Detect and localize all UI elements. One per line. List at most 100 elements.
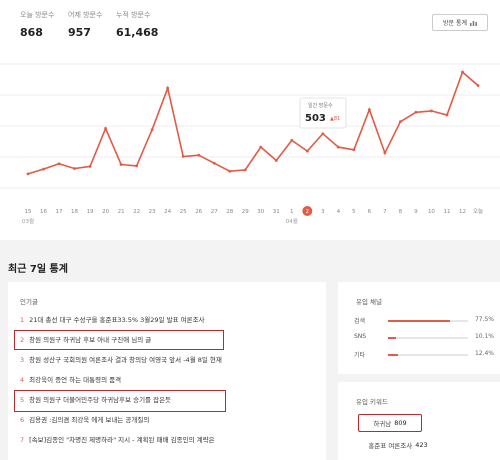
tooltip-box [299,97,347,129]
keyword-chip-2[interactable]: 홍준표 여론조사 423 [368,441,428,450]
recent-7day-title: 최근 7일 통계 [8,264,68,275]
x-tick-label[interactable]: 30 [257,209,264,215]
data-point[interactable] [197,153,201,157]
stat-yesterday: 어제 방문수 957 [68,10,102,39]
visit-stats-label: 방문 통계 [443,20,467,27]
channel-row-other: 기타 12.4% [354,350,494,360]
channel-name: 기타 [354,352,366,359]
x-tick-label[interactable]: 8 [399,209,403,215]
highlight-box-item-5 [14,390,226,412]
x-tick-label[interactable]: 2 [306,209,310,215]
x-tick-label[interactable]: 1 [290,209,294,215]
popular-item-1[interactable]: 1 21대 총선 대구 수성구을 홍준표33.5% 3월29일 발표 여론조사 [20,316,205,324]
data-point[interactable] [414,110,418,114]
x-tick-label[interactable]: 11 [443,209,450,215]
data-point[interactable] [212,161,216,165]
data-point[interactable] [135,164,139,168]
x-tick-label[interactable]: 18 [71,209,78,215]
data-point[interactable] [119,163,123,166]
data-point[interactable] [73,167,76,170]
data-point[interactable] [166,86,170,90]
stat-yesterday-value: 957 [68,26,91,39]
x-tick-label[interactable]: 6 [368,209,372,215]
channel-row-sns: SNS 10.1% [354,333,494,343]
data-point[interactable] [367,108,371,111]
data-point[interactable] [42,167,45,171]
data-point[interactable] [181,155,185,158]
data-point[interactable] [228,169,232,173]
x-tick-label[interactable]: 23 [149,209,156,215]
x-tick-label[interactable]: 4 [337,209,341,215]
data-point[interactable] [290,139,294,142]
x-tick-label[interactable]: 9 [414,209,418,215]
channel-bar [388,354,398,356]
tooltip-label: 일간 방문수 [308,102,333,109]
keywords-label: 유입 키워드 [356,398,388,406]
channel-row-search: 검색 77.5% [354,316,494,326]
selected-day-marker[interactable] [302,206,313,216]
popular-label: 인기글 [20,298,38,306]
data-point[interactable] [26,172,30,176]
stat-total-label: 누적 방문수 [116,11,151,19]
data-point[interactable] [88,165,92,168]
popular-posts-card: 인기글 1 21대 총선 대구 수성구을 홍준표33.5% 3월29일 발표 여론… [8,282,326,460]
x-tick-label[interactable]: 19 [87,209,94,215]
data-point[interactable] [445,113,449,117]
data-point[interactable] [461,70,464,74]
stat-total-value: 61,468 [116,26,159,39]
x-tick-label[interactable]: 7 [383,209,387,215]
x-tick-label[interactable]: 16 [40,209,47,215]
x-tick-label[interactable]: 12 [459,209,466,215]
stats-card: 오늘 방문수 868 어제 방문수 957 누적 방문수 61,468 방문 통… [0,0,500,240]
data-point[interactable] [150,128,154,132]
x-tick-label[interactable]: 10 [428,209,435,215]
stat-total: 누적 방문수 61,468 [116,10,158,39]
stat-yesterday-label: 어제 방문수 [68,11,103,19]
x-tick-label[interactable]: 29 [242,209,249,215]
popular-item-7[interactable]: 7 [속보]김종인 "차명진 제명하라" 지시 - 계획된 패배 김종인의 계략은 [20,436,215,444]
x-tick-label[interactable]: 26 [195,209,202,215]
x-tick-label[interactable]: 3 [321,209,325,215]
month-label: 04월 [286,217,298,225]
visit-stats-button[interactable]: 방문 통계 [432,14,488,31]
data-point[interactable] [336,145,340,149]
highlight-box-item-2 [14,330,224,350]
x-tick-label[interactable]: 17 [56,209,63,215]
popular-item-2[interactable]: 2 창원 의원구 하귀남 후보 아내 구진애 님의 글 [20,336,152,344]
x-tick-label[interactable]: 20 [102,209,109,215]
popular-item-3[interactable]: 3 창원 성산구 국회의원 여론조사 결과 창의당 여영국 앞서 -4월 8일 현… [20,356,222,364]
data-point[interactable] [383,151,387,155]
x-tick-label[interactable]: 28 [226,209,233,215]
data-point[interactable] [476,84,480,87]
popular-item-5[interactable]: 5 창원 의원구 더불어민주당 하귀남후보 승기를 잡은듯 [20,396,172,404]
data-point[interactable] [243,168,247,172]
data-point[interactable] [430,109,433,113]
data-point[interactable] [321,132,325,136]
x-tick-label[interactable]: 27 [211,209,218,215]
keyword-chip-1[interactable]: 하귀남 809 [358,414,422,432]
data-point[interactable] [399,120,402,124]
popular-item-6[interactable]: 6 김용권 :김의겸 최강욱 에게 보내는 공개질의 [20,416,150,424]
channel-pct: 77.5% [474,316,494,323]
x-tick-label[interactable]: 15 [25,209,32,215]
channel-name: SNS [354,333,367,340]
data-point[interactable] [259,145,263,149]
popular-item-4[interactable]: 4 최강욱이 증언 하는 대통령의 품격 [20,376,122,384]
x-tick-label[interactable]: 25 [180,209,187,215]
tooltip-delta: ▲81 [330,116,340,122]
data-point[interactable] [352,148,356,152]
data-point[interactable] [57,162,61,166]
stat-today-label: 오늘 방문수 [20,11,55,19]
x-tick-label[interactable]: 오늘 [473,208,483,215]
data-point[interactable] [305,149,309,153]
stat-today: 오늘 방문수 868 [20,10,54,39]
x-tick-label[interactable]: 22 [133,209,140,215]
data-point[interactable] [274,159,278,162]
x-tick-label[interactable]: 5 [352,209,356,215]
month-label: 03월 [22,217,34,225]
data-point[interactable] [104,126,107,130]
x-tick-label[interactable]: 31 [273,209,280,215]
x-tick-label[interactable]: 21 [118,209,125,215]
x-tick-label[interactable]: 24 [164,209,171,215]
channels-card: 유입 채널 검색 77.5% SNS 10.1% 기타 12.4% [338,282,500,374]
